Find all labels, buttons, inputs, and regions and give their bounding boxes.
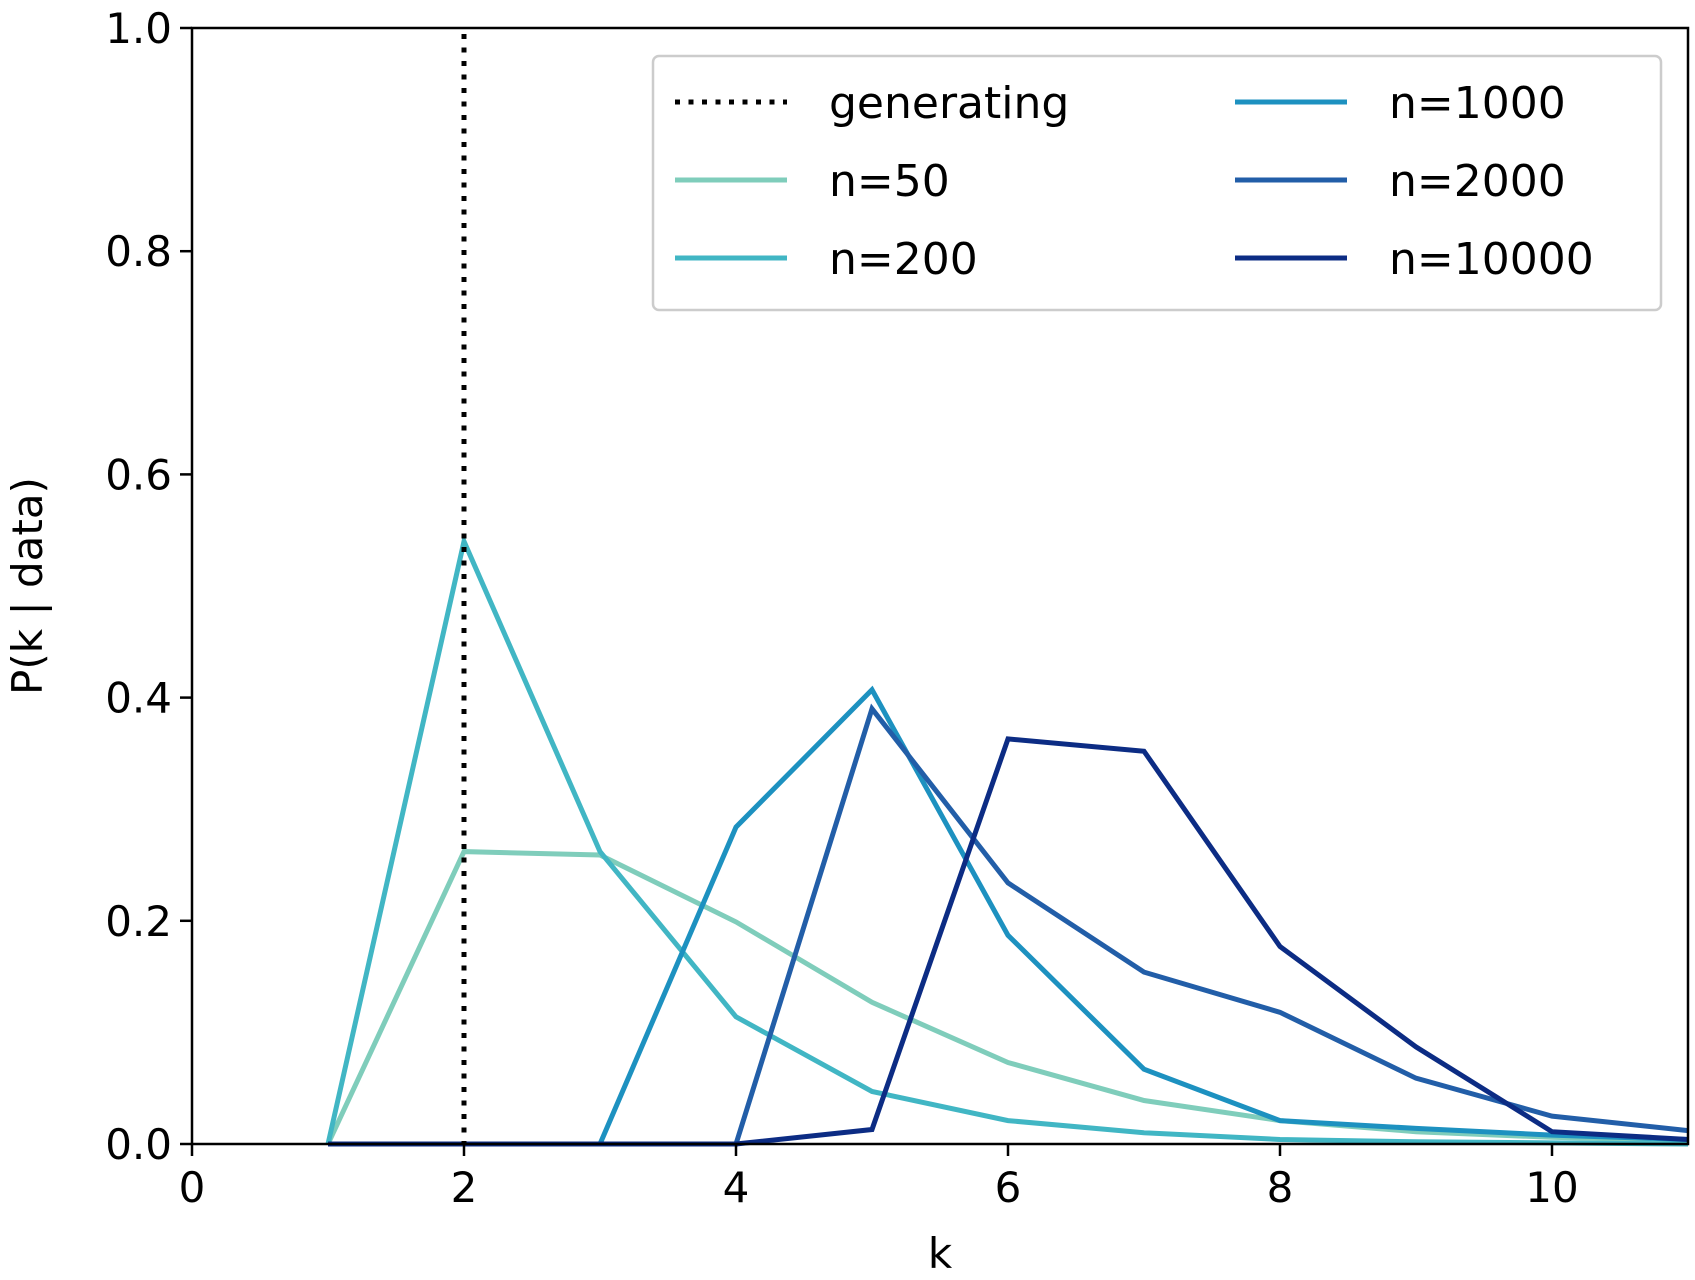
plot-lines <box>325 533 1689 1147</box>
series-line-n-10000 <box>328 736 1689 1147</box>
y-tick-label: 0.8 <box>105 227 172 276</box>
legend-label: n=1000 <box>1389 78 1566 129</box>
legend-label: n=50 <box>829 156 950 207</box>
series-line-n-1000 <box>328 685 1689 1147</box>
legend-label: generating <box>829 78 1069 129</box>
y-tick-label: 0.2 <box>105 897 172 946</box>
x-tick-label: 8 <box>1267 1163 1294 1212</box>
x-axis-ticks: 0 2 4 6 8 10 <box>179 1144 1579 1212</box>
legend: generating n=50 n=200 n=1000 n=2000 n=10000 <box>651 54 1663 312</box>
x-tick-label: 10 <box>1525 1163 1578 1212</box>
series-line-n-200 <box>325 533 1689 1147</box>
y-tick-label: 0.4 <box>105 674 172 723</box>
series-line-n-2000 <box>328 703 1689 1147</box>
legend-label: n=200 <box>829 234 978 285</box>
y-tick-label: 0.0 <box>105 1120 172 1169</box>
x-tick-label: 0 <box>179 1163 206 1212</box>
x-tick-label: 4 <box>723 1163 750 1212</box>
y-tick-label: 0.6 <box>105 450 172 499</box>
plot-frame <box>190 26 1690 1146</box>
x-tick-label: 6 <box>995 1163 1022 1212</box>
series-line-n-50 <box>325 849 1689 1146</box>
legend-label: n=2000 <box>1389 156 1566 207</box>
legend-label: n=10000 <box>1389 234 1594 285</box>
y-axis-ticks: 0.0 0.2 0.4 0.6 0.8 1.0 <box>105 4 192 1169</box>
x-tick-label: 2 <box>451 1163 478 1212</box>
legend-box <box>651 54 1663 312</box>
y-axis-label: P(k | data) <box>3 477 52 695</box>
y-tick-label: 1.0 <box>105 4 172 53</box>
x-axis-label: k <box>928 1229 953 1278</box>
